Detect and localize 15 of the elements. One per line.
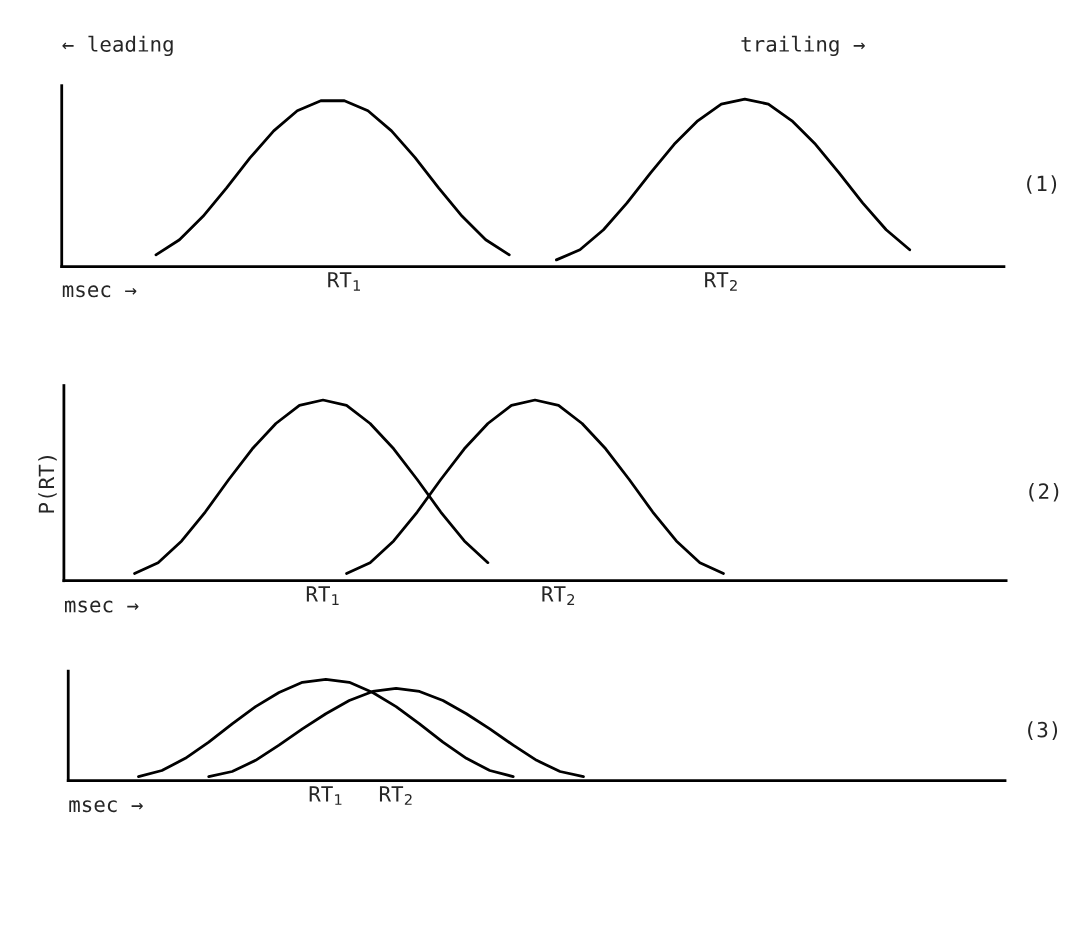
x-axis-title: msec → <box>69 800 143 813</box>
x-tick-label: RT$_{2}$ <box>542 586 575 605</box>
text: (3) <box>1028 721 1058 740</box>
x-tick-label: RT$_{1}$ <box>309 786 342 805</box>
text: ← leading <box>62 35 173 57</box>
text: trailing → <box>741 35 865 57</box>
text: (2) <box>1029 482 1059 502</box>
x-tick-label: RT$_{1}$ <box>306 586 339 605</box>
x-tick-label: RT$_{2}$ <box>379 786 412 805</box>
x-tick-label: RT$_{2}$ <box>705 272 737 291</box>
x-tick-label: RT$_{1}$ <box>328 272 361 291</box>
x-axis-title: msec → <box>62 285 137 298</box>
x-axis-title: msec → <box>65 600 139 613</box>
text: (1) <box>1027 175 1057 194</box>
y-axis-title: P(RT) <box>38 456 57 513</box>
